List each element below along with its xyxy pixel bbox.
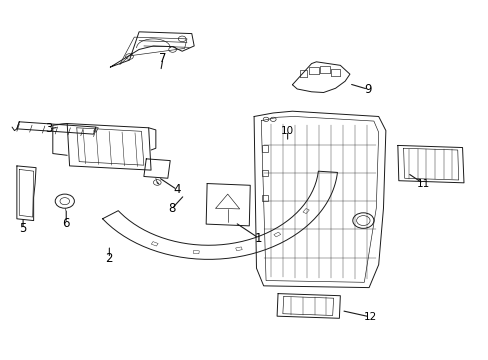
Bar bbox=[193, 251, 199, 254]
Text: 11: 11 bbox=[416, 179, 429, 189]
Text: 5: 5 bbox=[20, 222, 27, 235]
Text: 7: 7 bbox=[159, 52, 166, 65]
Bar bbox=[151, 242, 158, 246]
Bar bbox=[261, 170, 267, 176]
Text: 1: 1 bbox=[255, 232, 262, 245]
Text: 4: 4 bbox=[173, 183, 181, 196]
Text: 3: 3 bbox=[45, 122, 53, 135]
Text: 10: 10 bbox=[281, 126, 294, 136]
Text: 2: 2 bbox=[105, 252, 113, 265]
Text: 12: 12 bbox=[363, 312, 376, 322]
Text: 6: 6 bbox=[62, 217, 70, 230]
Text: 8: 8 bbox=[167, 202, 175, 215]
Bar bbox=[303, 208, 308, 213]
Bar bbox=[235, 247, 242, 251]
Bar bbox=[273, 232, 280, 237]
Bar bbox=[261, 145, 267, 152]
Bar bbox=[261, 195, 267, 201]
Text: 9: 9 bbox=[364, 83, 371, 96]
